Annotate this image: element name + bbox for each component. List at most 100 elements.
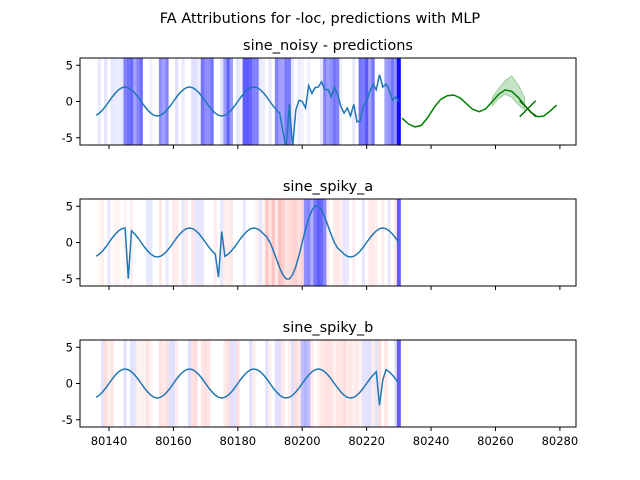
attribution-band (377, 340, 382, 427)
attribution-band (239, 58, 243, 145)
attribution-band (194, 58, 198, 145)
attribution-band (133, 58, 137, 145)
attribution-band (381, 199, 385, 286)
attribution-band (258, 58, 262, 145)
attribution-band (255, 199, 259, 286)
subplot-3: 5 0 -5 80140 80160 80180 80200 80220 80240 80260 8… (62, 320, 579, 448)
attribution-band (281, 199, 285, 286)
attribution-band (220, 199, 224, 286)
series-line (95, 205, 400, 280)
attribution-band (361, 340, 366, 427)
attribution-band (336, 58, 340, 145)
series-line (95, 368, 400, 406)
attribution-band (274, 340, 279, 427)
attribution-band (336, 340, 340, 427)
ytick-label: 0 (66, 95, 73, 109)
attribution-band (368, 340, 372, 427)
attribution-band (197, 199, 201, 286)
attribution-band (287, 199, 291, 286)
attribution-band (104, 340, 108, 427)
attribution-band (287, 340, 291, 427)
attribution-band (146, 340, 150, 427)
attribution-band (226, 199, 230, 286)
attribution-band (371, 340, 375, 427)
attribution-band (117, 199, 121, 286)
forecast-marker (519, 100, 537, 118)
ytick-label: -5 (62, 131, 73, 145)
ytick-label: 0 (66, 377, 73, 391)
xtick-label: 80280 (542, 434, 579, 448)
plot-area (95, 58, 558, 145)
attribution-band (307, 340, 311, 427)
attribution-band (123, 199, 127, 286)
attribution-band (323, 199, 327, 286)
attribution-band (265, 340, 269, 427)
attribution-band (207, 58, 211, 145)
attribution-band (316, 199, 320, 286)
attribution-band (149, 58, 153, 145)
attribution-band (384, 58, 388, 145)
attribution-band (310, 340, 314, 427)
subplot-title: sine_noisy - predictions (243, 38, 413, 54)
attribution-band (252, 58, 256, 145)
attribution-band (136, 340, 140, 427)
attribution-band (123, 58, 127, 145)
attribution-band (133, 340, 137, 427)
plot-area (95, 199, 401, 286)
ytick-label: 5 (66, 58, 73, 72)
attribution-band (394, 199, 398, 286)
attribution-band (345, 340, 349, 427)
attribution-band (345, 199, 349, 286)
attribution-band (249, 58, 253, 145)
attribution-band (323, 58, 327, 145)
attribution-band (120, 58, 124, 145)
xtick-label: 80200 (284, 434, 321, 448)
xtick-label: 80140 (91, 434, 128, 448)
attribution-band (374, 199, 378, 286)
attribution-band (194, 340, 198, 427)
attribution-band (339, 340, 343, 427)
attribution-band (200, 58, 204, 145)
xtick-label: 80240 (413, 434, 450, 448)
attribution-band (97, 58, 101, 145)
attribution-band (319, 199, 324, 286)
attribution-band (223, 340, 227, 427)
xtick-label: 80260 (477, 434, 514, 448)
xtick-label: 80220 (348, 434, 385, 448)
attribution-band (290, 340, 295, 427)
attribution-band (316, 340, 320, 427)
subplot-1: 5 0 -5 sine_noisy - predictions (62, 38, 577, 149)
attribution-band (261, 199, 266, 286)
attribution-band (226, 58, 230, 145)
attribution-band (339, 199, 343, 286)
attribution-band (229, 199, 233, 286)
attribution-band (213, 199, 217, 286)
attribution-band (329, 58, 333, 145)
attribution-band (290, 199, 295, 286)
attribution-band (129, 58, 134, 145)
attribution-band (261, 58, 266, 145)
attribution-band (220, 58, 224, 145)
attribution-band (368, 58, 372, 145)
ytick-label: 5 (66, 340, 73, 354)
attribution-band (274, 199, 279, 286)
attribution-band (319, 340, 324, 427)
attribution-band (390, 58, 395, 145)
attribution-band (229, 340, 233, 427)
attribution-band (326, 58, 330, 145)
attribution-band (104, 58, 108, 145)
attribution-band (348, 340, 353, 427)
attribution-band (126, 58, 130, 145)
attribution-band (194, 199, 198, 286)
attribution-band (100, 340, 105, 427)
attribution-band (336, 199, 340, 286)
forecast-line (401, 89, 558, 128)
attribution-band (297, 199, 301, 286)
attribution-band (271, 199, 275, 286)
attribution-band (110, 340, 114, 427)
ytick-label: -5 (62, 272, 73, 286)
attribution-band (307, 199, 311, 286)
attribution-band (249, 340, 253, 427)
